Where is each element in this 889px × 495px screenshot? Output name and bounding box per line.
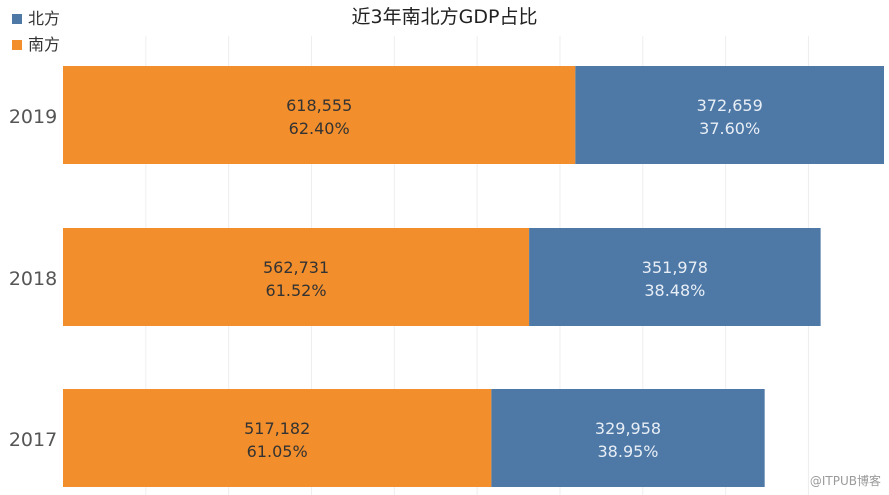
data-label-percent: 62.40% <box>289 119 350 138</box>
data-label-percent: 38.48% <box>644 281 705 300</box>
data-label-value: 351,978 <box>642 258 708 277</box>
legend-item-north: 北方 <box>12 6 60 32</box>
bar-segment <box>63 66 576 164</box>
data-label-value: 372,659 <box>697 96 763 115</box>
data-label-percent: 61.05% <box>247 442 308 461</box>
legend: 北方 南方 <box>12 6 60 58</box>
legend-swatch-south <box>12 40 22 50</box>
legend-label-north: 北方 <box>28 9 61 28</box>
legend-label-south: 南方 <box>28 35 61 54</box>
data-label-value: 618,555 <box>286 96 352 115</box>
legend-swatch-north <box>12 14 22 24</box>
category-label: 2017 <box>9 429 57 451</box>
bar-segment <box>529 228 821 326</box>
chart-title: 近3年南北方GDP占比 <box>351 6 538 28</box>
data-label-value: 329,958 <box>595 419 661 438</box>
watermark: @ITPUB博客 <box>809 474 881 488</box>
category-label: 2018 <box>9 268 57 290</box>
data-label-percent: 61.52% <box>266 281 327 300</box>
legend-item-south: 南方 <box>12 32 60 58</box>
category-label: 2019 <box>9 106 57 128</box>
bar-segment <box>63 228 530 326</box>
data-label-value: 517,182 <box>244 419 310 438</box>
bar-segment <box>491 389 765 487</box>
data-label-percent: 38.95% <box>598 442 659 461</box>
data-label-value: 562,731 <box>263 258 329 277</box>
data-label-percent: 37.60% <box>699 119 760 138</box>
bar-segment <box>63 389 492 487</box>
bar-segment <box>575 66 885 164</box>
